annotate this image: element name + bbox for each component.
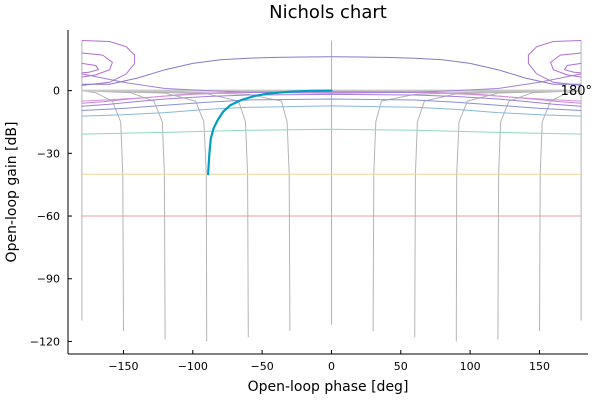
x-tick-label: −50 bbox=[251, 360, 274, 373]
x-ticks: −150 −100 −50 0 50 100 150 bbox=[108, 350, 550, 373]
gain-contour-9 bbox=[527, 40, 582, 86]
phase-contour-7 bbox=[372, 90, 582, 332]
phase-contour-10 bbox=[497, 90, 582, 340]
y-tick-label: −60 bbox=[37, 210, 60, 223]
x-tick-label: 100 bbox=[460, 360, 481, 373]
gain-contour-13 bbox=[563, 62, 582, 74]
y-tick-label: −30 bbox=[37, 147, 60, 160]
gain-contour-7 bbox=[81, 91, 582, 102]
axes bbox=[67, 30, 588, 355]
phase-contour-1 bbox=[81, 90, 124, 332]
y-tick-label: 0 bbox=[53, 85, 60, 98]
gain-contour-12 bbox=[81, 62, 100, 74]
x-tick-label: 150 bbox=[529, 360, 550, 373]
gain-contour-11 bbox=[550, 52, 582, 78]
chart-title: Nichols chart bbox=[269, 2, 387, 23]
y-axis-label: Open-loop gain [dB] bbox=[4, 122, 20, 263]
phase-contour-2 bbox=[81, 90, 166, 340]
gain-contour-10 bbox=[81, 52, 114, 78]
phase-contour-9 bbox=[455, 90, 582, 342]
gain-contour-3 bbox=[81, 105, 582, 117]
x-tick-label: −100 bbox=[178, 360, 208, 373]
gain-contour-2 bbox=[81, 128, 582, 135]
gain-contour-15 bbox=[81, 56, 582, 85]
x-tick-label: 0 bbox=[328, 360, 335, 373]
phase-annotation-180: 180° bbox=[561, 84, 592, 99]
x-tick-label: −150 bbox=[108, 360, 138, 373]
x-axis-label: Open-loop phase [deg] bbox=[248, 379, 409, 395]
open-loop-response-line bbox=[207, 89, 333, 176]
phase-contour-3 bbox=[81, 90, 208, 342]
phase-contour-11 bbox=[539, 90, 582, 332]
phase-contour-5 bbox=[81, 90, 291, 332]
y-tick-label: −120 bbox=[30, 335, 60, 348]
y-ticks: 0 −30 −60 −90 −120 bbox=[30, 85, 72, 348]
gain-contour-8 bbox=[81, 40, 136, 86]
gain-contour-4 bbox=[81, 98, 582, 111]
y-tick-label: −90 bbox=[37, 273, 60, 286]
gain-contour-14 bbox=[81, 73, 582, 94]
plot-area bbox=[81, 40, 582, 342]
gain-contour-5 bbox=[81, 93, 582, 107]
x-tick-label: 50 bbox=[394, 360, 408, 373]
